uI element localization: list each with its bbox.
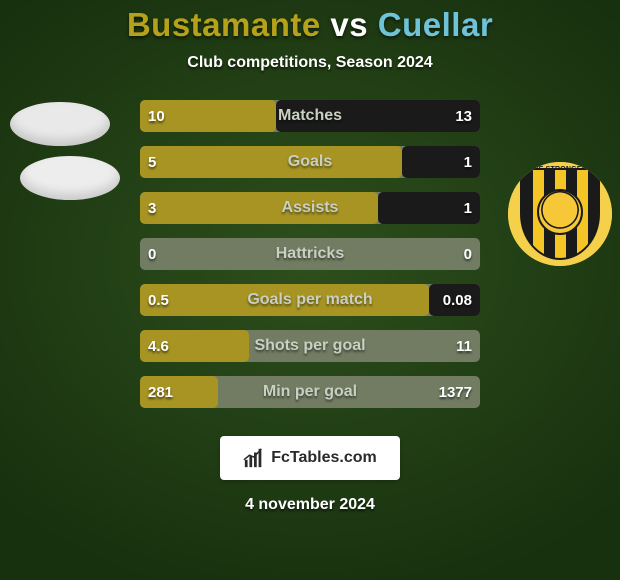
bar-value-left: 281 xyxy=(148,376,173,408)
bars-chart-icon xyxy=(243,447,265,469)
bar-value-right: 13 xyxy=(455,100,472,132)
bar-row: Shots per goal4.611 xyxy=(140,330,480,362)
page-title: Bustamante vs Cuellar xyxy=(127,6,493,44)
comparison-arena: THE STRONGEST Matches1013Goals51Assists3… xyxy=(0,92,620,432)
title-vs: vs xyxy=(330,6,368,43)
right-club-crest: THE STRONGEST xyxy=(508,162,612,266)
bar-row: Goals per match0.50.08 xyxy=(140,284,480,316)
bar-fill-left xyxy=(140,284,429,316)
bar-neutral-bg xyxy=(140,238,480,270)
branding-text: FcTables.com xyxy=(271,449,377,467)
bar-value-right: 1377 xyxy=(439,376,472,408)
branding-box: FcTables.com xyxy=(220,436,400,480)
footer-date: 4 november 2024 xyxy=(245,496,375,514)
bar-row: Matches1013 xyxy=(140,100,480,132)
subtitle: Club competitions, Season 2024 xyxy=(187,54,432,72)
bar-value-right: 0 xyxy=(464,238,472,270)
comparison-bars: Matches1013Goals51Assists31Hattricks00Go… xyxy=(140,100,480,408)
bar-row: Assists31 xyxy=(140,192,480,224)
bar-value-left: 5 xyxy=(148,146,156,178)
bar-value-right: 0.08 xyxy=(443,284,472,316)
bar-value-left: 0.5 xyxy=(148,284,169,316)
left-club-logo-2 xyxy=(20,156,120,200)
bar-value-right: 1 xyxy=(464,192,472,224)
bar-value-right: 11 xyxy=(456,330,472,362)
bar-value-left: 10 xyxy=(148,100,165,132)
content-root: Bustamante vs Cuellar Club competitions,… xyxy=(0,0,620,580)
title-left-name: Bustamante xyxy=(127,6,321,43)
tiger-icon xyxy=(537,189,583,235)
bar-row: Hattricks00 xyxy=(140,238,480,270)
bar-value-left: 0 xyxy=(148,238,156,270)
bar-fill-left xyxy=(140,146,402,178)
bar-fill-left xyxy=(140,192,378,224)
bar-row: Goals51 xyxy=(140,146,480,178)
crest-shield xyxy=(520,168,600,260)
bar-value-right: 1 xyxy=(464,146,472,178)
left-club-logo-1 xyxy=(10,102,110,146)
bar-value-left: 3 xyxy=(148,192,156,224)
title-right-name: Cuellar xyxy=(378,6,493,43)
bar-row: Min per goal2811377 xyxy=(140,376,480,408)
bar-fill-right xyxy=(276,100,480,132)
bar-value-left: 4.6 xyxy=(148,330,169,362)
